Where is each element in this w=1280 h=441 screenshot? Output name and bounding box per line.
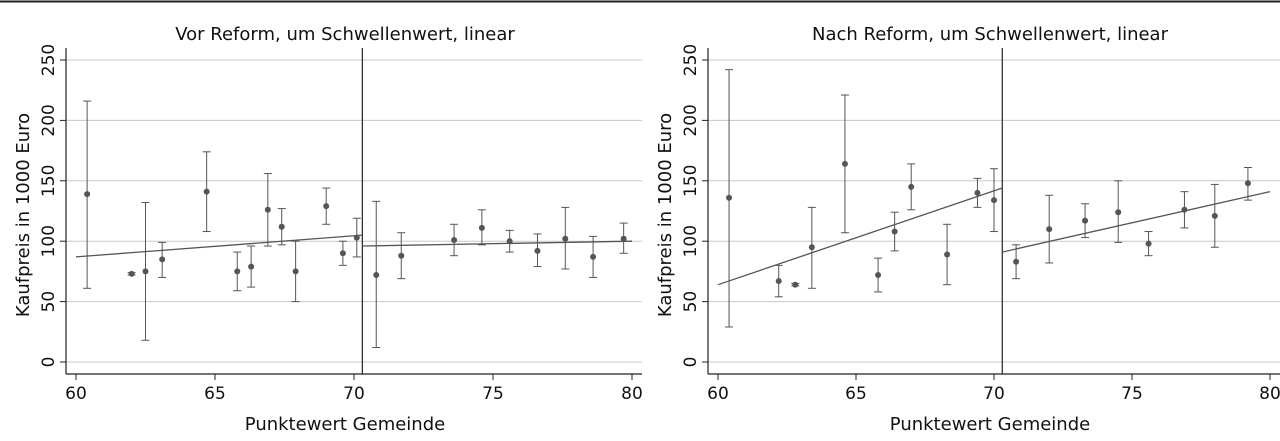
- data-point: [908, 183, 915, 190]
- data-point: [726, 194, 733, 201]
- chart-panel-after-reform: Nach Reform, um Schwellenwert, linear Ka…: [655, 24, 1280, 435]
- y-tick-label: 50: [39, 291, 59, 313]
- x-tick-label: 65: [204, 384, 226, 404]
- y-tick-label: 150: [681, 165, 701, 197]
- data-point: [373, 272, 380, 279]
- fit-line: [717, 187, 1003, 286]
- x-axis-label: Punktewert Gemeinde: [890, 414, 1090, 435]
- x-tick-label: 70: [983, 384, 1005, 404]
- y-axis-label: Kaufpreis in 1000 Euro: [13, 113, 34, 317]
- y-tick-label: 100: [39, 225, 59, 257]
- y-tick-label: 250: [39, 44, 59, 76]
- data-point: [875, 272, 882, 279]
- data-point: [128, 270, 135, 277]
- chart-title: Vor Reform, um Schwellenwert, linear: [175, 24, 515, 45]
- data-point: [991, 197, 997, 204]
- data-point: [278, 223, 285, 230]
- data-point: [1046, 226, 1053, 233]
- data-point: [142, 268, 149, 275]
- x-axis-label: Punktewert Gemeinde: [245, 414, 445, 435]
- data-point: [974, 189, 981, 196]
- data-point: [506, 238, 513, 245]
- data-point: [1181, 206, 1188, 213]
- data-point: [944, 251, 951, 258]
- x-tick-label: 60: [65, 384, 87, 404]
- data-point: [891, 228, 898, 235]
- x-tick-label: 70: [343, 384, 365, 404]
- y-tick-label: 200: [681, 104, 701, 136]
- data-point: [159, 256, 166, 263]
- data-point: [792, 281, 799, 288]
- data-point: [1211, 212, 1218, 219]
- x-tick-label: 80: [1259, 384, 1280, 404]
- y-tick-label: 0: [681, 357, 701, 368]
- data-point: [478, 224, 485, 231]
- fit-line: [1002, 191, 1271, 253]
- data-point: [590, 253, 597, 260]
- x-tick-label: 65: [845, 384, 867, 404]
- x-tick-label: 75: [1121, 384, 1143, 404]
- data-point: [398, 252, 405, 259]
- y-tick-label: 50: [681, 291, 701, 313]
- fit-line: [362, 240, 633, 247]
- y-tick-label: 150: [39, 165, 59, 197]
- data-point: [534, 247, 541, 254]
- y-tick-label: 0: [39, 357, 59, 368]
- x-tick-label: 60: [707, 384, 729, 404]
- data-point: [1082, 217, 1089, 224]
- data-point: [84, 191, 91, 198]
- data-point: [1115, 209, 1122, 216]
- data-point: [1013, 258, 1020, 265]
- chart-title: Nach Reform, um Schwellenwert, linear: [812, 24, 1169, 45]
- fit-line: [75, 234, 363, 258]
- y-tick-label: 200: [39, 104, 59, 136]
- x-tick-label: 80: [621, 384, 643, 404]
- data-point: [808, 244, 815, 251]
- data-point: [248, 263, 255, 270]
- x-tick-label: 75: [482, 384, 504, 404]
- data-point: [203, 188, 210, 195]
- y-tick-label: 250: [681, 44, 701, 76]
- y-axis-label: Kaufpreis in 1000 Euro: [655, 113, 676, 317]
- data-point: [1244, 180, 1251, 187]
- data-point: [1145, 240, 1152, 247]
- data-point: [620, 235, 627, 242]
- data-point: [339, 250, 346, 257]
- y-tick-label: 100: [681, 225, 701, 257]
- data-point: [451, 236, 458, 243]
- chart-panel-before-reform: Vor Reform, um Schwellenwert, linear Kau…: [13, 24, 643, 435]
- data-point: [775, 278, 782, 285]
- data-point: [562, 235, 569, 242]
- data-point: [234, 268, 241, 275]
- data-point: [264, 206, 271, 213]
- data-point: [841, 160, 848, 167]
- data-point: [292, 268, 299, 275]
- data-point: [323, 203, 330, 210]
- data-point: [353, 234, 360, 241]
